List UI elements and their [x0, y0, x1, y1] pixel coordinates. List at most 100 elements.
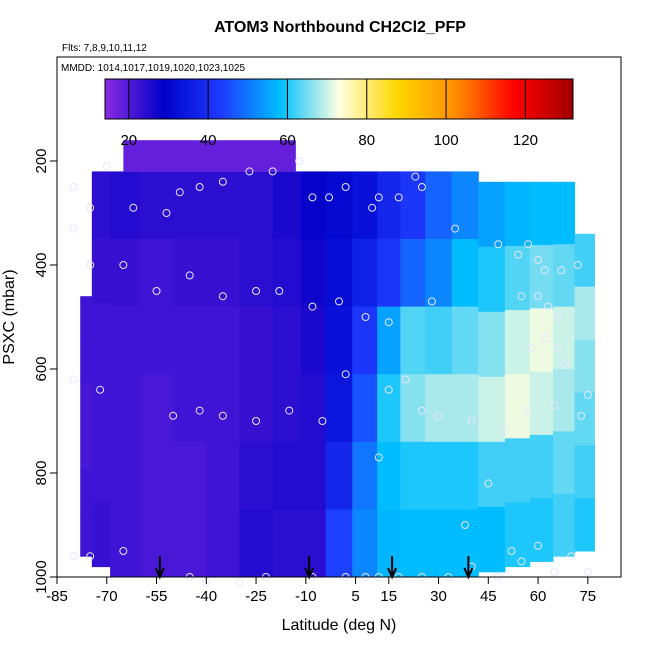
heatmap-cell	[400, 171, 426, 240]
heatmap-cell	[139, 509, 174, 578]
x-axis-label: Latitude (deg N)	[282, 617, 397, 634]
y-tick-label: 200	[33, 148, 50, 173]
heatmap-cell	[91, 369, 111, 436]
heatmap-cell	[206, 509, 240, 578]
heatmap-cell	[425, 306, 453, 375]
heatmap-cell	[352, 374, 378, 443]
x-tick-label: 60	[530, 588, 547, 605]
sample-point	[461, 521, 470, 529]
sample-point	[69, 375, 78, 384]
heatmap-cell	[300, 441, 327, 510]
heatmap-cell	[91, 434, 111, 502]
heatmap-cell	[504, 374, 531, 439]
colorbar-tick-label: 120	[513, 132, 538, 149]
sample-point	[86, 203, 95, 212]
sample-point	[417, 406, 426, 415]
heatmap-cell	[552, 306, 576, 370]
heatmap-cell	[80, 469, 93, 514]
sample-point	[195, 406, 204, 415]
colorbar: 20 40 60 80 100 120	[104, 78, 574, 149]
heatmap-cell	[272, 441, 302, 510]
x-tick-label: -85	[46, 588, 68, 605]
heatmap-cell	[574, 392, 595, 446]
heatmap-cell	[504, 310, 531, 375]
heatmap-cell	[110, 374, 141, 443]
sample-point	[567, 552, 576, 561]
y-tick-label: 400	[33, 252, 50, 277]
sample-point	[577, 411, 586, 420]
sample-point	[285, 406, 294, 415]
sample-point	[119, 261, 128, 269]
sample-point	[169, 411, 178, 420]
sample-point	[86, 552, 95, 561]
heatmap-cell	[352, 441, 378, 510]
heatmap-cell	[504, 438, 531, 503]
sample-point	[527, 344, 536, 353]
heatmap-cell	[139, 374, 174, 443]
heatmap-cell	[552, 431, 576, 495]
heatmap-cell	[400, 374, 426, 443]
x-axis: -85 -70 -55 -40 -25 -10 5 15 30 45 60 75	[46, 576, 596, 605]
heatmap-cell	[325, 171, 353, 240]
heatmap-cell	[478, 311, 506, 378]
sample-point	[102, 162, 111, 171]
sample-point	[553, 313, 562, 321]
heatmap-cell	[478, 181, 506, 248]
heatmap-cell	[451, 171, 479, 240]
heatmap-cell	[425, 374, 453, 443]
heatmap-cell	[206, 239, 240, 308]
heatmap-cell	[400, 441, 426, 510]
sample-point	[308, 193, 317, 202]
heatmap-cell	[425, 239, 453, 308]
heatmap-cell	[272, 171, 302, 240]
heatmap-cell	[300, 509, 327, 578]
heatmap-cell	[300, 239, 327, 308]
heatmap-cell	[451, 509, 479, 578]
heatmap-cell	[110, 441, 141, 510]
heatmap-cell	[552, 369, 576, 432]
heatmap-cell	[574, 445, 595, 499]
heatmap-area	[80, 140, 595, 578]
heatmap-cell	[173, 509, 207, 578]
heatmap-cell	[529, 498, 554, 562]
sample-point	[553, 344, 562, 353]
heatmap-cell	[451, 374, 479, 443]
sample-point	[544, 302, 553, 311]
heatmap-cell	[91, 500, 111, 568]
sample-point	[175, 188, 184, 197]
sample-point	[384, 318, 393, 327]
heatmap-cell	[80, 426, 93, 471]
sample-point	[152, 287, 161, 295]
heatmap-cell	[206, 374, 240, 443]
sample-point	[69, 183, 78, 191]
sample-point	[494, 240, 503, 249]
y-axis-label: PSXC (mbar)	[1, 269, 18, 364]
heatmap-cell	[91, 303, 111, 370]
heatmap-cell	[377, 441, 401, 510]
heatmap-cell	[272, 239, 302, 308]
heatmap-cell	[552, 493, 576, 557]
colorbar-tick-label: 60	[279, 132, 296, 149]
heatmap-cell	[173, 239, 207, 308]
sample-point	[524, 240, 533, 249]
chart-title: ATOM3 Northbound CH2Cl2_PFP	[214, 19, 466, 36]
sample-point	[218, 292, 227, 301]
heatmap-cell	[504, 181, 531, 247]
heatmap-cell	[400, 509, 426, 578]
x-tick-label: 75	[579, 588, 596, 605]
x-tick-label: -70	[96, 588, 118, 605]
sample-point	[252, 287, 261, 295]
x-tick-label: 30	[430, 588, 447, 605]
heatmap-cell	[91, 237, 111, 304]
heatmap-cell	[272, 509, 302, 578]
sample-point	[573, 261, 582, 269]
heatmap-cell	[206, 171, 240, 240]
heatmap-cell	[400, 239, 426, 308]
heatmap-cell	[478, 376, 506, 443]
sample-point	[368, 203, 377, 212]
sample-point	[129, 203, 138, 212]
y-axis: 200 400 600 800 1000	[33, 148, 57, 594]
sample-point	[534, 541, 543, 550]
sample-point	[517, 292, 526, 301]
sample-point	[268, 167, 277, 176]
